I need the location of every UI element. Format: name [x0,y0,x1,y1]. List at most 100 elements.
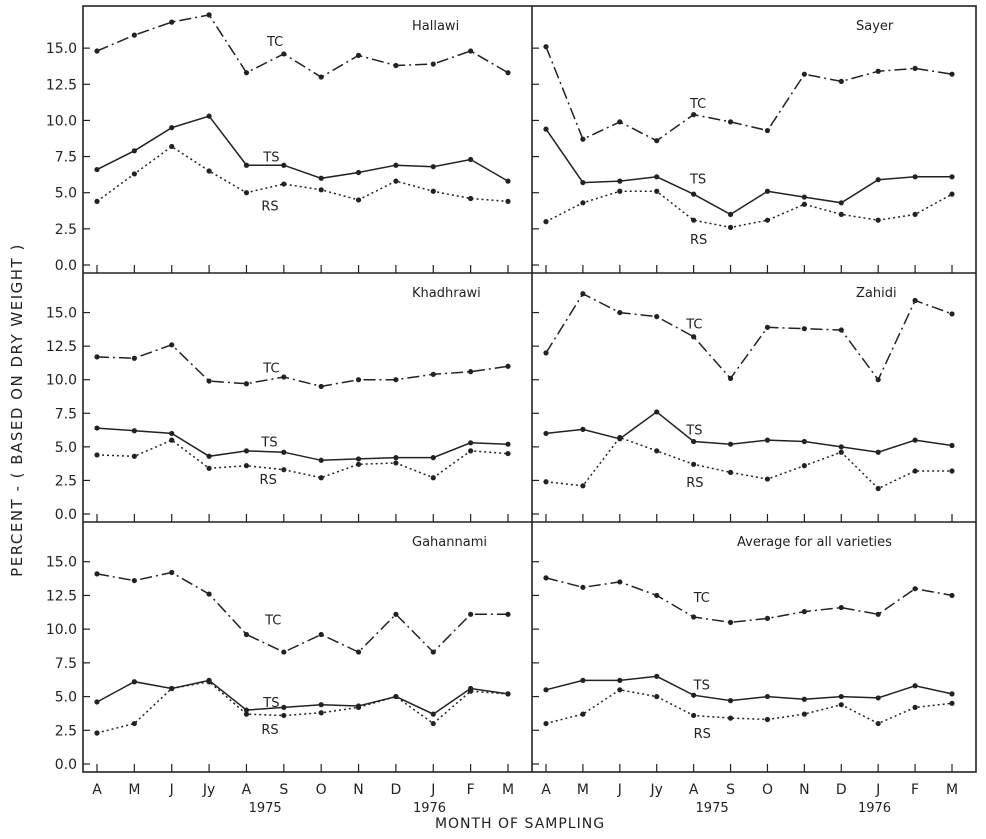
data-point-rs [131,720,137,727]
x-tick-label: D [391,782,402,798]
year-label: 1976 [413,801,446,816]
panel-gahannami: Gahannami TC TS RS [83,535,511,772]
data-point-ts [875,449,881,455]
data-point-tc [801,71,807,77]
data-point-rs [393,693,399,700]
data-point-rs [430,720,436,727]
series-label-rs: RS [261,200,278,215]
data-point-tc [838,604,844,611]
series-label-tc: TC [689,97,706,112]
data-point-ts [949,691,955,697]
data-point-tc [169,342,175,348]
series-label-tc: TC [264,614,281,629]
y-tick-label: 15.0 [46,306,77,322]
data-point-ts [801,194,807,200]
data-point-tc [505,363,511,369]
data-point-rs [505,691,511,697]
data-point-tc [949,311,955,317]
data-point-rs [691,712,697,719]
data-point-tc [875,68,881,74]
y-tick-label: 10.0 [46,622,77,638]
data-point-ts [94,699,100,705]
data-point-ts [393,162,399,168]
panel-hallawi: Hallawi TC TS RS [83,12,511,273]
data-point-ts [727,441,734,447]
data-point-tc [543,44,549,50]
x-tick-label: J [617,782,622,798]
data-point-tc [505,611,511,617]
data-point-rs [243,190,250,196]
data-point-ts [94,166,100,173]
y-tick-label: 7.5 [55,406,77,422]
data-point-rs [912,211,918,217]
data-point-rs [764,716,771,723]
data-point-tc [949,71,955,77]
data-point-ts [131,428,137,434]
series-label-ts: TS [685,423,702,438]
data-point-rs [838,449,844,455]
series-label-ts: TS [260,435,277,450]
data-point-ts [430,164,436,170]
data-point-rs [243,463,250,469]
data-point-rs [468,688,474,694]
series-label-ts: TS [693,678,710,693]
data-point-rs [875,217,881,223]
year-label: 1975 [696,801,729,816]
data-point-rs [430,188,436,194]
data-point-tc [243,381,250,387]
data-point-rs [543,720,549,727]
data-point-rs [801,711,807,717]
series-line-ts [545,128,952,216]
data-point-rs [875,485,881,492]
axes: 0.0 2.5 5.0 7.5 10.0 12.5 15.0 0.0 2.5 5.0 7.5 10.0… [46,41,958,816]
data-point-rs [543,219,549,225]
data-point-rs [206,465,212,471]
data-point-tc [430,649,436,655]
series-label-ts: TS [262,696,279,711]
series-line-rs [96,145,509,203]
data-point-rs [617,687,623,693]
x-tick-label: Jy [202,782,215,798]
x-tick-label: M [502,782,514,798]
data-point-tc [654,314,660,320]
data-point-tc [430,371,436,377]
data-point-ts [580,677,586,683]
series-line-rs [96,680,509,734]
data-point-ts [801,696,807,702]
series-label-ts: TS [262,151,279,166]
data-point-tc [912,65,918,71]
data-point-ts [838,444,844,450]
data-point-ts [393,455,399,461]
data-point-rs [949,700,955,706]
data-point-rs [355,197,362,203]
data-point-ts [281,162,287,168]
data-point-tc [468,611,474,617]
data-point-rs [838,702,844,708]
data-point-ts [543,687,549,693]
x-tick-label: A [541,782,551,798]
series-line-tc [545,46,953,142]
data-point-rs [355,461,362,467]
data-point-rs [505,450,511,457]
x-tick-label: F [911,782,919,798]
y-tick-label: 12.5 [46,77,77,93]
data-point-ts [355,456,362,462]
data-point-rs [912,468,918,474]
data-point-rs [580,200,586,206]
data-point-rs [727,469,734,475]
series-line-ts [545,410,953,453]
x-tick-label: J [169,782,174,798]
series-line-rs [545,190,953,229]
data-point-ts [94,425,100,431]
data-point-ts [727,211,734,217]
data-point-tc [393,377,399,383]
data-point-ts [206,113,212,119]
data-point-rs [691,461,697,467]
series-line-ts [96,679,509,715]
data-point-ts [580,179,586,186]
data-point-tc [838,78,844,84]
panels: HallawiTCTSRSSayerTCTSRSKhadhrawiTCTSRSZ… [83,12,955,772]
y-tick-label: 2.5 [55,723,77,739]
data-point-ts [949,442,955,449]
